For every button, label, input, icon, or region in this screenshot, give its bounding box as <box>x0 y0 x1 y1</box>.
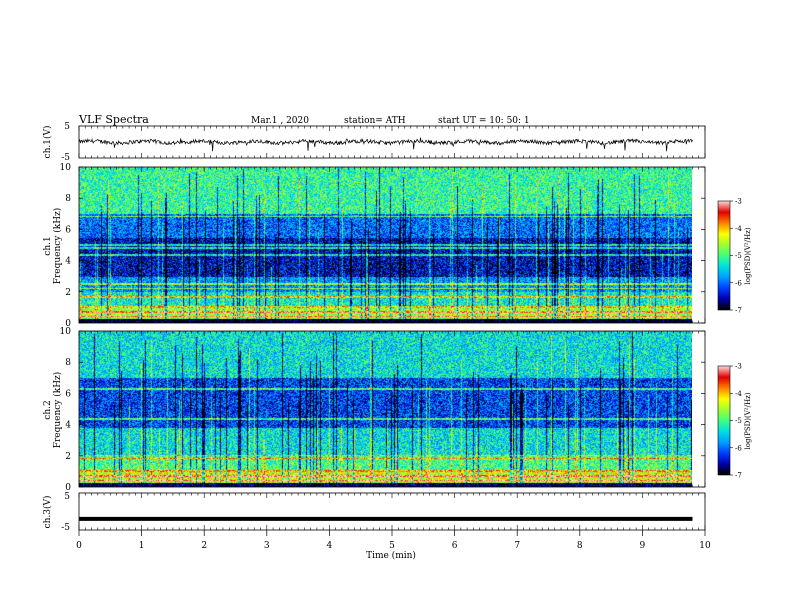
ch1-freq-ytick-label: 0 <box>65 319 71 329</box>
station-label: station= ATH <box>344 116 406 126</box>
ch1-colorbar-label: log(PSD)(V²/Hz) <box>744 227 752 284</box>
ch1-colorbar-ticks: -3 -4 -5 -6 -7 <box>730 198 742 315</box>
ch1-ytick-bottom: -5 <box>61 153 70 163</box>
ch1-freq-ticks: 0 2 4 6 8 10 <box>60 163 705 329</box>
ch1-waveform-trace <box>78 137 693 152</box>
ch2-spec-chlabel: ch.2 <box>43 400 53 419</box>
x-tick-label: 0 <box>76 541 82 551</box>
ch2-freq-ytick-label: 4 <box>65 421 71 431</box>
x-tick-label: 3 <box>264 541 270 551</box>
ch3-wave-ylabel: ch.3(V) <box>42 496 53 529</box>
ch2-colorbar-tick-label: -7 <box>735 472 742 480</box>
ch1-colorbar-tick-label: -7 <box>735 307 742 315</box>
ch1-colorbar-tick-label: -4 <box>735 225 742 233</box>
ch1-waveform-panel: 5 -5 ch.1(V) <box>42 122 706 163</box>
ch1-spectrogram-image <box>79 167 692 323</box>
ch2-freq-label: Frequency (kHz) <box>52 372 63 449</box>
x-tick-label: 10 <box>699 541 711 551</box>
ch1-freq-ytick-label: 6 <box>65 225 71 235</box>
start-ut-label: start UT = 10: 50: 1 <box>438 116 530 126</box>
ch1-spec-chlabel: ch.1 <box>43 236 53 255</box>
time-axis: 0 1 2 3 4 5 6 7 8 9 10 <box>76 126 711 551</box>
x-tick-label: 7 <box>514 541 520 551</box>
ch2-colorbar-tick-label: -4 <box>735 390 742 398</box>
ch1-wave-ylabel: ch.1(V) <box>42 126 53 159</box>
x-tick-label: 4 <box>327 541 333 551</box>
ch2-colorbar-image <box>718 366 730 475</box>
x-axis-label: Time (min) <box>366 550 416 561</box>
ch2-freq-ytick-label: 2 <box>65 452 71 462</box>
x-tick-label: 6 <box>452 541 458 551</box>
ch1-colorbar-tick-label: -3 <box>735 198 742 206</box>
ch2-spectrogram-panel: 0 2 4 6 8 10 ch.2 Frequency (kHz) <box>43 327 706 493</box>
ch2-freq-ytick-label: 10 <box>60 327 72 337</box>
ch1-colorbar-image <box>718 201 730 310</box>
ch1-colorbar: -3 -4 -5 -6 -7 log(PSD)(V²/Hz) <box>717 198 752 315</box>
date-label: Mar.1 , 2020 <box>251 116 309 126</box>
ch3-ytick-bottom: -5 <box>61 523 70 533</box>
ch2-colorbar-tick-label: -3 <box>735 363 742 371</box>
ch2-freq-ytick-label: 8 <box>65 358 71 368</box>
ch1-spectrogram-panel: 0 2 4 6 8 10 ch.1 Frequency (kHz) <box>43 163 706 329</box>
ch3-waveform-frame <box>78 492 706 531</box>
ch1-freq-ytick-label: 8 <box>65 194 71 204</box>
x-tick-label: 2 <box>201 541 207 551</box>
ch2-colorbar-tick-label: -5 <box>735 417 742 425</box>
ch1-ytick-top: 5 <box>64 122 70 132</box>
ch1-freq-label: Frequency (kHz) <box>52 208 63 285</box>
x-tick-label: 9 <box>640 541 646 551</box>
ch3-ytick-top: 5 <box>64 492 70 502</box>
ch2-freq-ticks: 0 2 4 6 8 10 <box>60 327 705 493</box>
x-tick-label: 8 <box>577 541 583 551</box>
ch2-colorbar: -3 -4 -5 -6 -7 log(PSD)(V²/Hz) <box>717 363 752 480</box>
ch3-waveform-panel: 5 -5 ch.3(V) <box>42 492 706 533</box>
x-tick-label: 1 <box>139 541 145 551</box>
ch2-freq-ytick-label: 0 <box>65 483 71 493</box>
ch2-spectrogram-image <box>79 331 692 487</box>
ch2-colorbar-label: log(PSD)(V²/Hz) <box>744 392 752 449</box>
ch1-freq-ytick-label: 10 <box>60 163 72 173</box>
ch1-freq-ytick-label: 4 <box>65 257 71 267</box>
x-tick-label: 5 <box>389 541 395 551</box>
figure-title: VLF Spectra <box>78 113 149 126</box>
ch1-colorbar-tick-label: -5 <box>735 252 742 260</box>
ch2-freq-ytick-label: 6 <box>65 389 71 399</box>
ch1-colorbar-tick-label: -6 <box>735 279 742 287</box>
ch2-colorbar-ticks: -3 -4 -5 -6 -7 <box>730 363 742 480</box>
ch2-colorbar-tick-label: -6 <box>735 444 742 452</box>
ch1-freq-ytick-label: 2 <box>65 288 71 298</box>
